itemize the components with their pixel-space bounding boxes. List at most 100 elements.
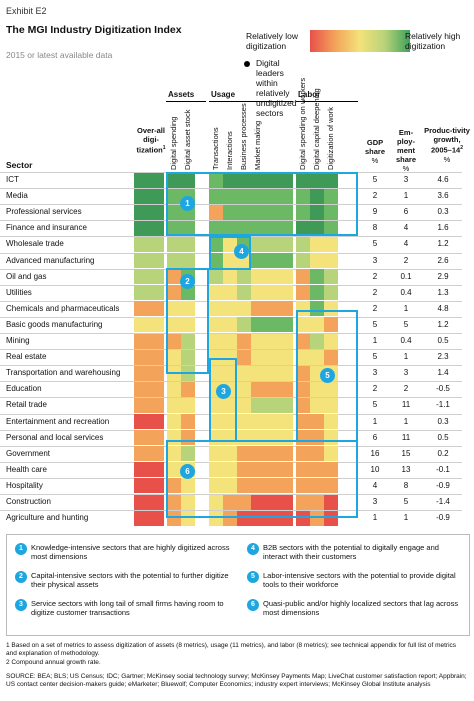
heatmap-cell <box>209 349 223 365</box>
sector-label: Hospitality <box>6 480 43 490</box>
group-assets-line <box>166 101 206 102</box>
heatmap-cell <box>310 510 324 526</box>
heatmap-cell <box>324 317 338 333</box>
prod-value: -1.1 <box>436 400 450 410</box>
heatmap-cell <box>279 349 293 365</box>
sector-label: Agriculture and hunting <box>6 513 89 523</box>
heatmap-cell <box>181 381 195 397</box>
heatmap-cell <box>279 253 293 269</box>
sector-label: Professional services <box>6 207 82 217</box>
heatmap-cell <box>265 510 279 526</box>
exhibit-label: Exhibit E2 <box>6 6 47 16</box>
prod-value: 0.5 <box>437 432 449 442</box>
heatmap-cell <box>310 317 324 333</box>
overall-cell <box>134 414 164 430</box>
heatmap-cell <box>324 349 338 365</box>
heatmap-cell <box>310 285 324 301</box>
heatmap-cell <box>279 478 293 494</box>
overall-cell <box>134 285 164 301</box>
heatmap-cell <box>251 381 265 397</box>
heatmap-cell <box>181 478 195 494</box>
heatmap-cell <box>279 510 293 526</box>
header-metric-1: Digital asset stock <box>181 102 195 172</box>
heatmap-cell <box>223 414 237 430</box>
header-metric-label: Digital spending <box>169 116 178 170</box>
overall-cell <box>134 172 164 188</box>
heatmap-cell <box>324 301 338 317</box>
prod-value: 1.6 <box>437 223 449 233</box>
heatmap-cell <box>324 462 338 478</box>
heatmap-cell <box>209 333 223 349</box>
heatmap-cell <box>237 204 251 220</box>
heatmap-cell <box>324 414 338 430</box>
heatmap-cell <box>223 188 237 204</box>
heatmap-cell <box>237 285 251 301</box>
header-metric-4: Business processes <box>237 102 251 172</box>
heatmap-cell <box>237 414 251 430</box>
gdp-value: 3 <box>372 255 378 265</box>
callout-1: 1 <box>180 196 195 211</box>
overall-cell <box>134 301 164 317</box>
heatmap-cell <box>251 317 265 333</box>
emp-value: 0.4 <box>400 287 412 297</box>
heatmap-cell <box>167 317 181 333</box>
header-metric-label: Digital asset stock <box>183 109 192 170</box>
header-metric-5: Market making <box>251 102 265 172</box>
heatmap-cell <box>209 510 223 526</box>
heatmap-cell <box>237 269 251 285</box>
callout-box-1 <box>166 172 358 236</box>
sector-label: Construction <box>6 497 51 506</box>
header-metric-label: Digital capital deepening <box>312 88 321 170</box>
header-metric-7: Digital capital deepening <box>310 88 324 172</box>
prod-value: 2.9 <box>437 271 449 281</box>
prod-value: -1.4 <box>436 497 450 506</box>
heatmap-cell <box>167 220 181 236</box>
heatmap-cell <box>296 188 310 204</box>
heatmap-cell <box>310 494 324 510</box>
note-3-badge: 3 <box>15 599 27 611</box>
overall-cell <box>134 333 164 349</box>
heatmap-cell <box>265 285 279 301</box>
overall-cell <box>134 478 164 494</box>
heatmap-cell <box>167 349 181 365</box>
prod-value: 0.2 <box>437 448 449 458</box>
note-2-text: Capital-intensive sectors with the poten… <box>31 571 229 589</box>
heatmap-cell <box>209 301 223 317</box>
heatmap-cell <box>296 204 310 220</box>
header-metric-label: Interactions <box>225 131 234 170</box>
overall-cell <box>134 430 164 446</box>
legend-dot-label: Digital leaders within relatively undigi… <box>256 58 297 118</box>
header-gdp: GDP share % <box>362 138 388 165</box>
heatmap-cell <box>209 462 223 478</box>
overall-cell <box>134 494 164 510</box>
heatmap-cell <box>310 446 324 462</box>
prod-value: 3.6 <box>437 191 449 201</box>
heatmap-cell <box>310 301 324 317</box>
emp-value: 1 <box>403 191 409 201</box>
heatmap-cell <box>324 269 338 285</box>
heatmap-cell <box>279 333 293 349</box>
emp-value: 4 <box>403 239 409 249</box>
heatmap-cell <box>223 446 237 462</box>
prod-value: 1.2 <box>437 319 449 329</box>
heatmap-cell <box>310 462 324 478</box>
sector-label: Utilities <box>6 287 32 297</box>
emp-value: 0.4 <box>400 336 412 345</box>
heatmap-cell <box>167 494 181 510</box>
heatmap-cell <box>181 414 195 430</box>
prod-value: 2.6 <box>437 255 449 265</box>
header-emp: Em-ploy-ment share % <box>391 128 421 173</box>
heatmap-cell <box>310 269 324 285</box>
callout-box-3 <box>209 358 237 442</box>
heatmap-cell <box>310 236 324 252</box>
heatmap-cell <box>251 494 265 510</box>
overall-cell <box>134 188 164 204</box>
header-prod-text: Produc-tivity growth, 2005–14 <box>424 126 470 155</box>
prod-value: 1.3 <box>437 287 449 297</box>
heatmap-cell <box>324 236 338 252</box>
callout-box-2 <box>166 268 209 374</box>
heatmap-cell <box>209 285 223 301</box>
heatmap-cell <box>167 414 181 430</box>
note-1-badge: 1 <box>15 543 27 555</box>
heatmap-cell <box>279 269 293 285</box>
